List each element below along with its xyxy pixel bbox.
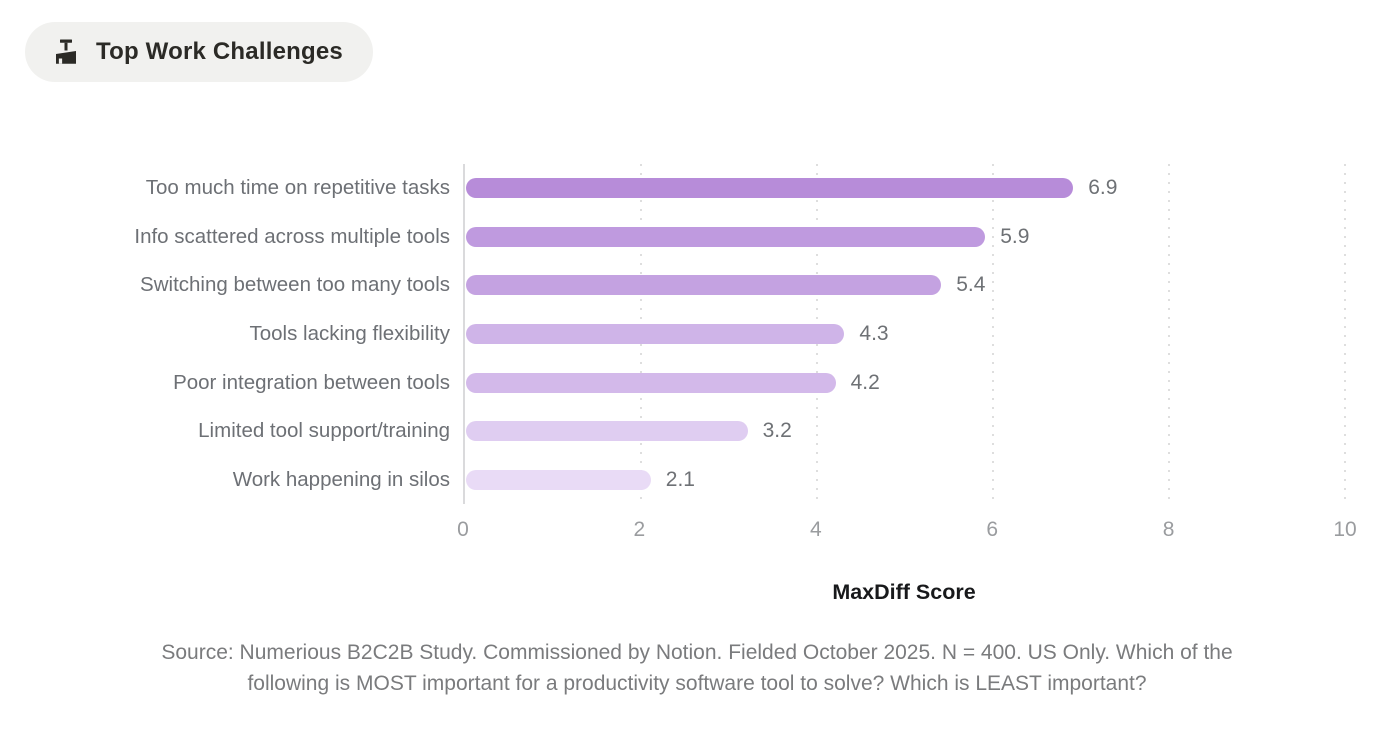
bar-value-label: 2.1 <box>665 467 695 491</box>
source-caption-line: following is MOST important for a produc… <box>247 672 1147 695</box>
bar <box>466 178 1074 199</box>
x-axis-ticks: 0 2 4 6 8 10 <box>457 518 1357 546</box>
category-label: Work happening in silos <box>232 467 450 491</box>
broom-icon <box>56 39 76 64</box>
bar <box>466 469 651 490</box>
bar-row: 5.9 <box>465 213 1345 262</box>
bar <box>466 421 748 442</box>
x-tick-label: 4 <box>809 518 822 541</box>
bar-row: 6.9 <box>465 164 1345 213</box>
bar-row: 2.1 <box>465 455 1345 504</box>
category-label: Limited tool support/training <box>198 419 450 443</box>
category-row: Work happening in silos <box>0 455 450 504</box>
bar <box>466 226 986 247</box>
bar <box>466 372 836 393</box>
x-tick-label: 10 <box>1333 518 1357 541</box>
category-row: Too much time on repetitive tasks <box>0 164 450 213</box>
bar-row: 4.2 <box>465 358 1345 407</box>
bar-value-label: 3.2 <box>762 419 792 443</box>
bar-value-label: 5.9 <box>1000 224 1030 248</box>
x-tick-label: 8 <box>1162 518 1175 541</box>
source-caption: Source: Numerious B2C2B Study. Commissio… <box>0 637 1394 699</box>
bar-value-label: 5.4 <box>956 273 986 297</box>
gridline <box>992 164 994 504</box>
bar-value-label: 4.2 <box>850 370 880 394</box>
bar-row: 5.4 <box>465 261 1345 310</box>
category-row: Switching between too many tools <box>0 261 450 310</box>
category-label: Too much time on repetitive tasks <box>145 176 450 200</box>
chart-title: Top Work Challenges <box>96 38 343 65</box>
x-tick-label: 0 <box>457 518 469 541</box>
gridline <box>1344 164 1346 504</box>
x-tick-label: 6 <box>986 518 999 541</box>
bar <box>466 324 845 345</box>
bar-row: 4.3 <box>465 310 1345 359</box>
category-row: Limited tool support/training <box>0 407 450 456</box>
bars: 6.9 5.9 5.4 4.3 4.2 3.2 <box>465 164 1345 504</box>
category-label: Info scattered across multiple tools <box>134 224 450 248</box>
category-axis: Too much time on repetitive tasks Info s… <box>0 164 450 504</box>
category-label: Tools lacking flexibility <box>249 322 450 346</box>
category-row: Info scattered across multiple tools <box>0 213 450 262</box>
source-caption-line: Source: Numerious B2C2B Study. Commissio… <box>161 641 1233 664</box>
category-row: Tools lacking flexibility <box>0 310 450 359</box>
category-row: Poor integration between tools <box>0 358 450 407</box>
category-label: Poor integration between tools <box>173 370 450 394</box>
x-axis-title: MaxDiff Score <box>832 580 976 604</box>
category-label: Switching between too many tools <box>140 273 450 297</box>
bar-value-label: 4.3 <box>859 322 889 346</box>
bar <box>466 275 942 296</box>
gridline <box>1168 164 1170 504</box>
x-tick-label: 2 <box>633 518 646 541</box>
bar-value-label: 6.9 <box>1088 176 1118 200</box>
chart-title-badge: Top Work Challenges <box>25 22 373 82</box>
plot-area: 6.9 5.9 5.4 4.3 4.2 3.2 <box>463 164 1346 504</box>
bar-row: 3.2 <box>465 407 1345 456</box>
